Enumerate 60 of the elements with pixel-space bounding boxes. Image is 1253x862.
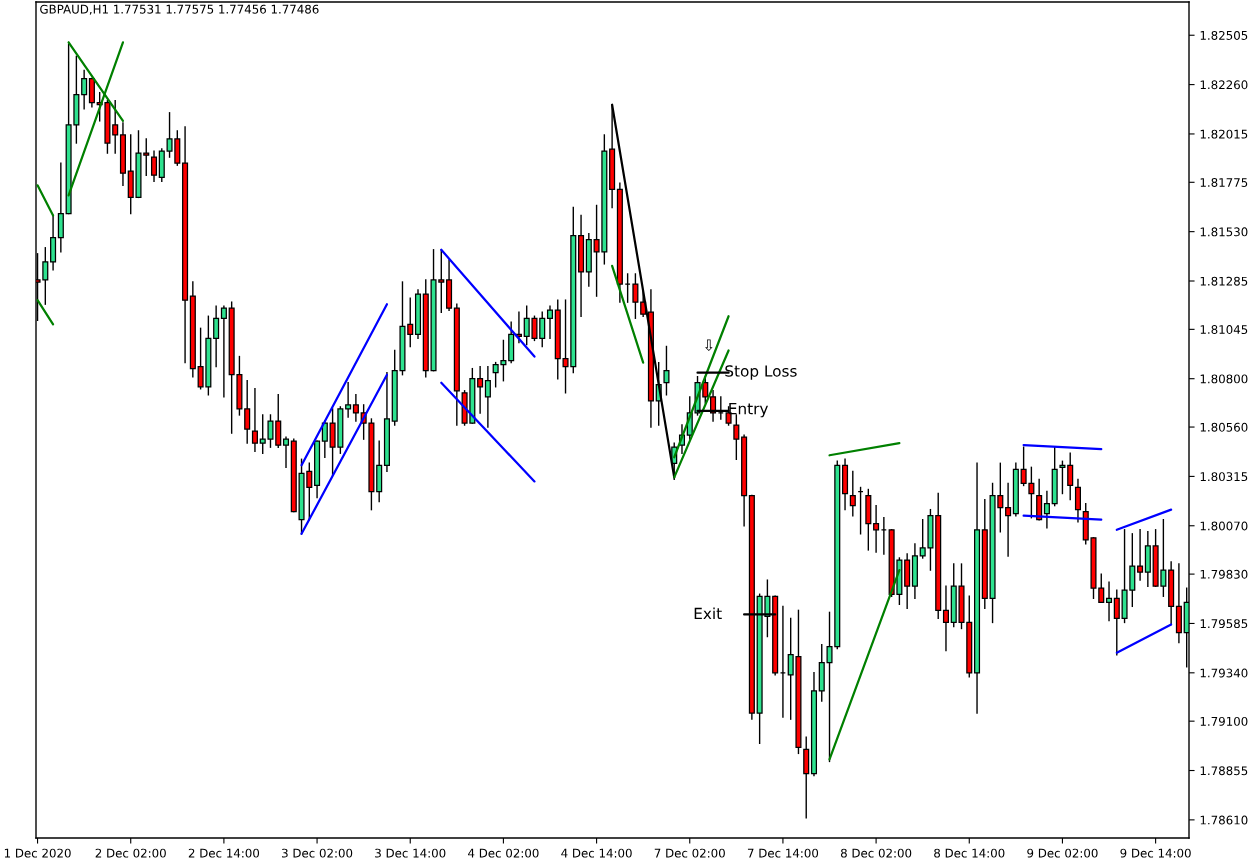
x-tick-label: 2 Dec 14:00 (188, 848, 260, 858)
y-tick-label: 1.79100 (1200, 716, 1248, 726)
y-tick-label: 1.82505 (1200, 30, 1248, 40)
y-tick-label: 1.78610 (1200, 815, 1248, 825)
candlestick (1067, 452, 1074, 501)
annotation: ⇩ (705, 339, 713, 352)
candlestick (213, 305, 220, 368)
candlestick (632, 273, 639, 319)
y-tick-label: 1.81775 (1200, 178, 1248, 187)
candlestick (942, 585, 950, 652)
y-tick-label: 1.79340 (1200, 668, 1248, 678)
candlestick (1043, 490, 1050, 529)
y-tick-label: 1.80315 (1200, 472, 1248, 482)
x-tick-label: 8 Dec 14:00 (934, 848, 1005, 858)
annotation: Entry (729, 403, 768, 418)
candlestick (663, 345, 670, 396)
y-tick-label: 1.80070 (1200, 521, 1248, 531)
x-tick-label: 7 Dec 14:00 (747, 848, 819, 858)
candlestick (251, 388, 258, 452)
y-tick-label: 1.80800 (1200, 374, 1248, 384)
candlestick (352, 394, 359, 422)
candlestick (1105, 581, 1113, 622)
x-tick-label: 7 Dec 02:00 (654, 848, 725, 858)
x-tick-label: 4 Dec 02:00 (468, 848, 539, 858)
x-tick-label: 4 Dec 14:00 (561, 848, 632, 858)
chart-title: GBPAUD,H1 1.77531 1.77575 1.77456 1.77486 (40, 4, 319, 15)
annotation: Exit (694, 607, 722, 619)
y-tick-label: 1.82260 (1200, 80, 1248, 90)
candlestick (244, 380, 251, 444)
candlestick (484, 365, 491, 428)
candlestick (282, 436, 290, 469)
candlestick (1074, 478, 1082, 523)
candlestick (112, 100, 119, 154)
x-tick-label: 3 Dec 02:00 (282, 848, 353, 858)
y-tick-label: 1.81530 (1200, 227, 1248, 237)
x-tick-label: 9 Dec 02:00 (1027, 848, 1098, 858)
candlestick (150, 150, 158, 182)
x-tick-label: 2 Dec 02:00 (95, 848, 166, 858)
x-tick-label: 9 Dec 14:00 (1120, 848, 1191, 858)
y-tick-label: 1.82015 (1200, 129, 1248, 139)
y-tick-label: 1.79830 (1200, 569, 1248, 579)
x-tick-label: 3 Dec 14:00 (375, 848, 446, 858)
candlestick (477, 365, 484, 414)
candlestick (1059, 460, 1066, 495)
candlestick (849, 470, 856, 517)
candlestick (220, 305, 227, 398)
x-tick-label: 1 Dec 2020 (4, 848, 71, 858)
candlestick (1005, 482, 1012, 557)
y-tick-label: 1.79585 (1200, 619, 1248, 629)
y-tick-label: 1.81285 (1200, 276, 1248, 286)
candlestick (873, 504, 880, 553)
annotation: Stop Loss (725, 365, 797, 380)
x-tick-label: 8 Dec 02:00 (840, 848, 912, 858)
candlestick (345, 382, 352, 418)
candlestick (546, 305, 554, 340)
y-tick-label: 1.78855 (1200, 766, 1248, 776)
candlestick (81, 69, 88, 110)
y-tick-label: 1.80560 (1200, 422, 1248, 432)
y-tick-label: 1.81045 (1200, 325, 1248, 334)
candlestick (1137, 529, 1144, 581)
